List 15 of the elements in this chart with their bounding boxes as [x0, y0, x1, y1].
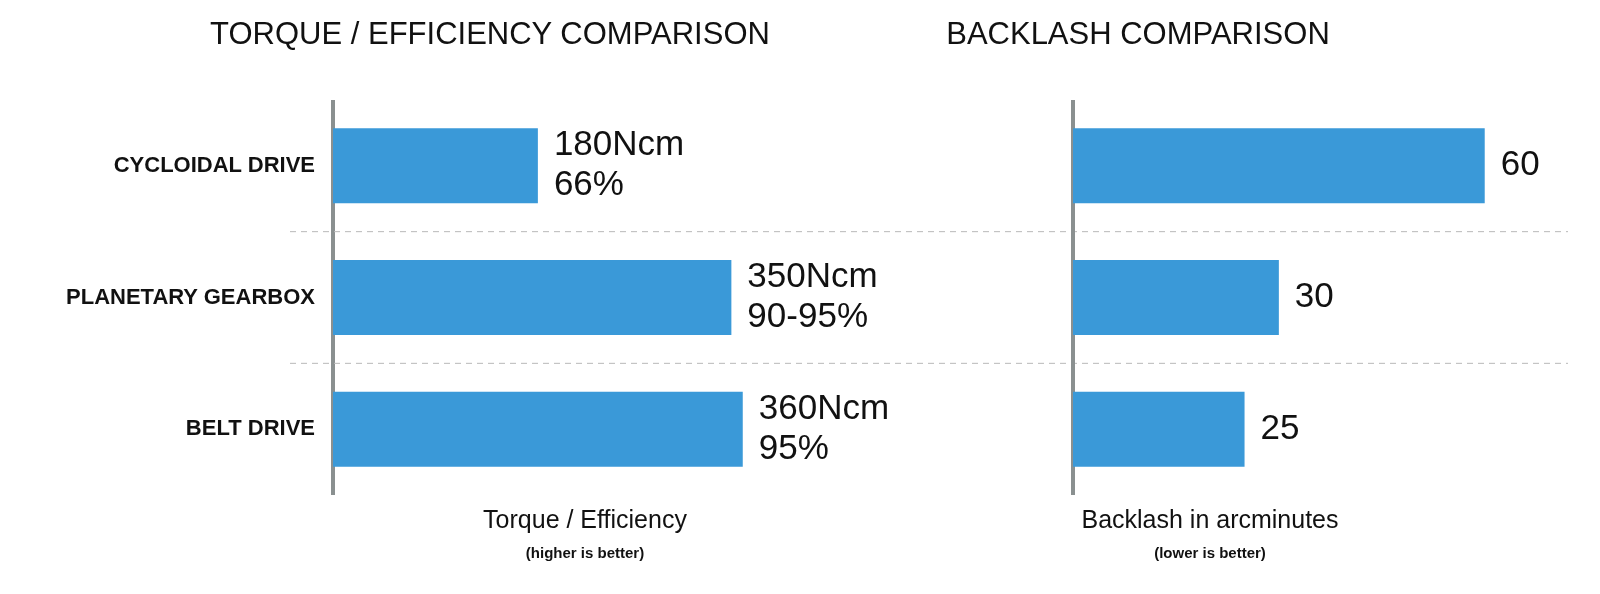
data-label: 60: [1500, 143, 1540, 183]
y-tick-label: PLANETARY GEARBOX: [66, 283, 316, 309]
data-label: 180Ncm 66%: [553, 123, 685, 203]
y-tick-label: CYCLOIDAL DRIVE: [113, 151, 315, 177]
x-axis-title: Backlash in arcminutes: [1081, 505, 1339, 534]
data-label: 25: [1260, 406, 1300, 446]
data-label: 360Ncm 95%: [758, 386, 890, 466]
text: (lower is better): [1154, 544, 1266, 561]
chart-title: BACKLASH COMPARISON: [946, 16, 1330, 52]
data-label: 30: [1294, 275, 1334, 315]
x-axis-title: Torque / Efficiency: [483, 505, 687, 534]
text: (higher is better): [525, 544, 645, 561]
chart-title: TORQUE / EFFICIENCY COMPARISON: [210, 16, 770, 52]
data-label: 350Ncm 90-95%: [747, 255, 878, 335]
y-tick-label: BELT DRIVE: [185, 415, 315, 441]
